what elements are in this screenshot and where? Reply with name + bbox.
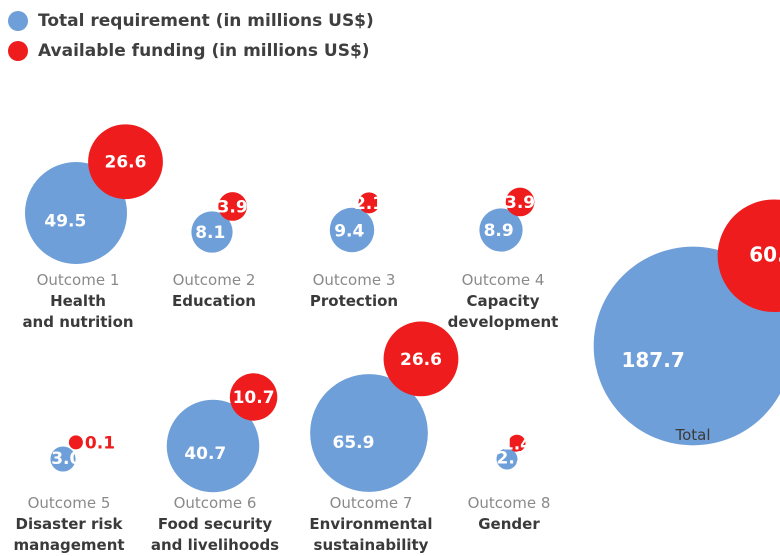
bubble-group-2: 8.1 3.9 Outcome 2 Education (172, 192, 256, 310)
outcome-number-label: Outcome 2 (173, 271, 256, 289)
bubble-group-4: 8.9 3.9 Outcome 4 Capacity development (448, 187, 559, 331)
total-bubble (496, 448, 518, 470)
outcome-number-label: Outcome 8 (468, 494, 551, 512)
funding-bubble (229, 373, 278, 421)
outcome-number-label: Outcome 1 (37, 271, 120, 289)
outcome-name-label: Gender (478, 515, 540, 533)
total-bubble (191, 211, 233, 253)
total-value-label: 3.0 (51, 449, 81, 469)
bubble-group-6: 40.7 10.7 Outcome 6 Food security and liveli… (151, 373, 279, 554)
funding-bubble (717, 199, 780, 313)
legend-swatch-total (8, 11, 28, 31)
outcome-name-label: Protection (310, 292, 398, 310)
total-value-label: 2.1 (496, 449, 526, 469)
bubble-group-5: 3.00.1 Outcome 5 Disaster risk management (13, 433, 124, 554)
funding-value-label: 0.1 (85, 433, 115, 453)
legend-label-funding: Available funding (in millions US$) (38, 41, 370, 61)
outcome-name-label: sustainability (314, 536, 429, 554)
outcome-number-label: Outcome 6 (174, 494, 257, 512)
funding-bubble (383, 321, 459, 397)
outcome-number-label: Outcome 5 (28, 494, 111, 512)
outcome-name-label: Capacity (467, 292, 540, 310)
funding-value-label: 26.6 (105, 153, 147, 173)
outcome-name-label: Health (50, 292, 106, 310)
outcome-name-label: development (448, 313, 559, 331)
funding-value-label: 60.3 (749, 243, 780, 267)
outcome-name-label: and nutrition (22, 313, 133, 331)
chart-legend: Total requirement (in millions US$) Avai… (8, 6, 374, 66)
outcome-name-label: Total (674, 426, 710, 444)
bubble-group-9: 187.7 60.3 Total (593, 199, 780, 446)
outcome-number-label: Outcome 7 (330, 494, 413, 512)
outcome-number-label: Outcome 4 (462, 271, 545, 289)
funding-bubble (505, 187, 535, 217)
total-value-label: 8.9 (484, 221, 514, 241)
funding-value-label: 3.9 (505, 193, 535, 213)
funding-bubble (68, 435, 83, 450)
total-value-label: 40.7 (184, 444, 226, 464)
bubble-group-8: 2.11.4 Outcome 8 Gender (468, 434, 551, 533)
funding-bubble (508, 434, 526, 452)
total-value-label: 8.1 (195, 223, 225, 243)
total-value-label: 187.7 (621, 348, 684, 372)
legend-item-total: Total requirement (in millions US$) (8, 6, 374, 36)
legend-swatch-funding (8, 41, 28, 61)
funding-bubble (218, 192, 247, 221)
outcome-name-label: management (13, 536, 124, 554)
funding-value-label: 10.7 (233, 388, 275, 408)
bubble-group-1: 49.5 26.6 Outcome 1 Health and nutrition (22, 124, 163, 331)
bubble-group-7: 65.9 26.6 Outcome 7 Environmental sustainabi… (309, 321, 459, 554)
total-bubble (166, 399, 260, 493)
outcome-name-label: Environmental (309, 515, 432, 533)
funding-bubble (88, 124, 163, 200)
total-value-label: 49.5 (44, 212, 86, 232)
total-bubble (479, 208, 523, 252)
legend-label-total: Total requirement (in millions US$) (38, 11, 374, 31)
funding-value-label: 3.9 (218, 197, 248, 217)
funding-value-label: 26.6 (400, 350, 442, 370)
outcome-name-label: and livelihoods (151, 536, 279, 554)
outcome-name-label: Disaster risk (16, 515, 124, 533)
legend-item-funding: Available funding (in millions US$) (8, 36, 374, 66)
total-value-label: 9.4 (334, 221, 364, 241)
outcome-name-label: Food security (158, 515, 273, 533)
bubble-group-3: 9.4 2.1 Outcome 3 Protection (310, 192, 398, 310)
outcome-number-label: Outcome 3 (313, 271, 396, 289)
funding-bubble (358, 192, 380, 214)
total-bubble (50, 446, 76, 472)
funding-value-label: 2.1 (354, 194, 384, 214)
total-value-label: 65.9 (333, 433, 375, 453)
outcome-name-label: Education (172, 292, 256, 310)
total-bubble (593, 246, 780, 446)
total-bubble (329, 207, 375, 253)
total-bubble (310, 374, 428, 492)
funding-value-label: 1.4 (502, 434, 532, 454)
